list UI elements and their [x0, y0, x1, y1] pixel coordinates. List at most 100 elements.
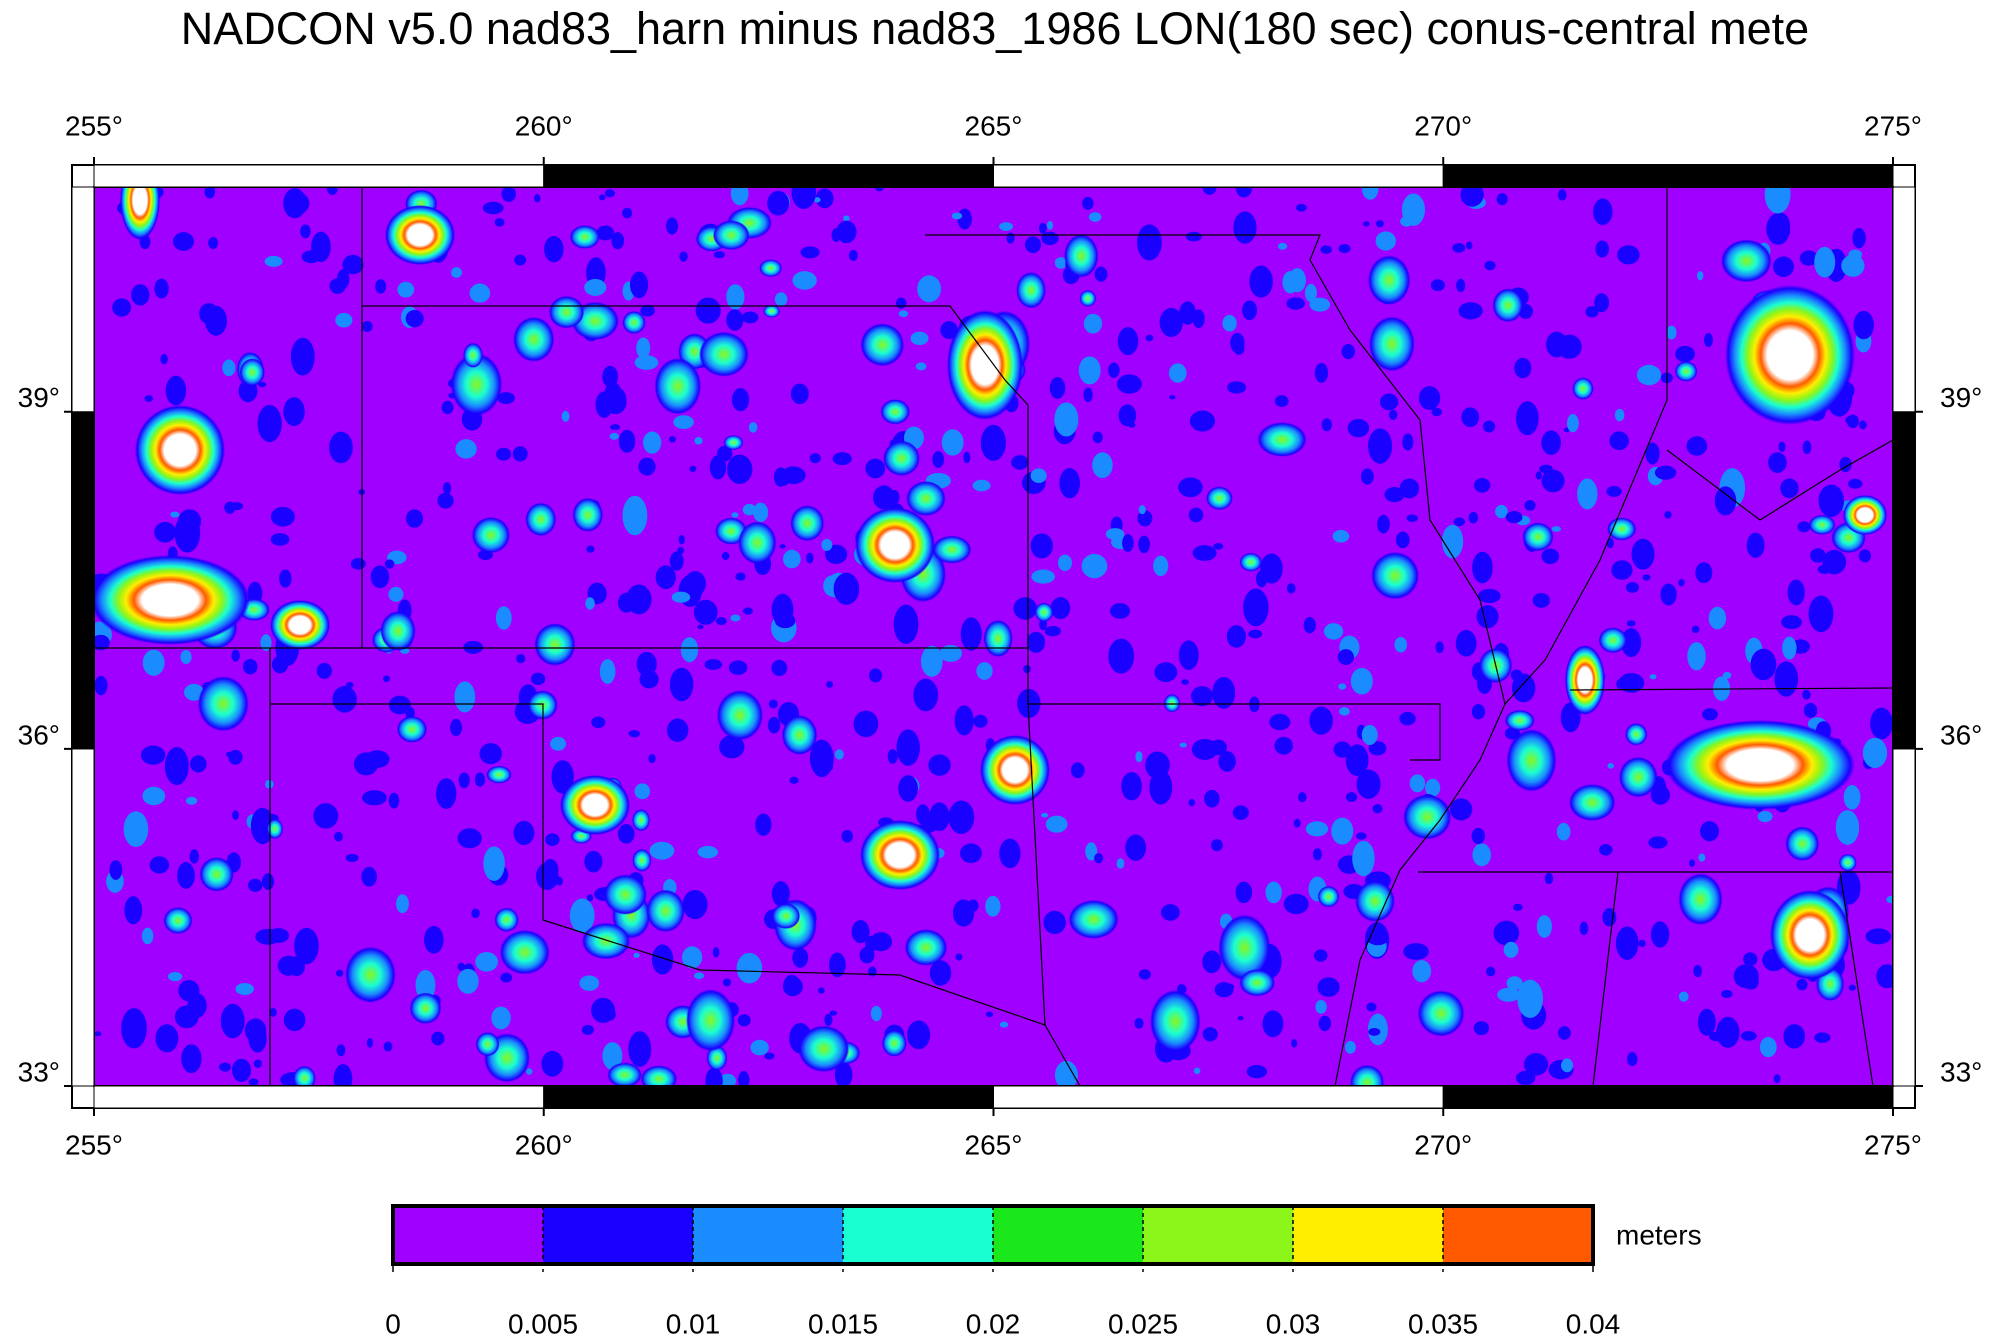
speckle	[1138, 505, 1146, 515]
speckle	[1716, 1016, 1740, 1048]
speckle	[1818, 484, 1845, 518]
speckle	[585, 597, 595, 610]
speckle	[1746, 532, 1765, 558]
speckle	[405, 309, 424, 328]
speckle	[160, 353, 168, 365]
speckle	[1108, 362, 1120, 378]
speckle	[1645, 442, 1660, 465]
speckle	[705, 1067, 723, 1086]
hotspot	[1572, 377, 1594, 400]
speckle	[513, 820, 535, 846]
speckle	[170, 511, 180, 518]
speckle	[1368, 741, 1387, 756]
speckle	[1678, 579, 1685, 587]
speckle	[1117, 327, 1139, 356]
speckle	[109, 860, 123, 880]
speckle	[1213, 543, 1224, 550]
speckle	[782, 549, 801, 569]
speckle	[181, 1044, 202, 1074]
speckle	[1338, 244, 1351, 254]
speckle	[1595, 240, 1610, 258]
frame-bar	[71, 186, 95, 413]
speckle	[1602, 908, 1617, 927]
speckle	[584, 278, 607, 296]
speckle	[431, 1031, 445, 1046]
speckle	[1511, 673, 1536, 703]
speckle	[678, 534, 685, 545]
speckle	[154, 521, 176, 543]
speckle	[495, 606, 512, 630]
speckle	[1188, 507, 1204, 523]
speckle	[1764, 187, 1791, 214]
state-border	[1569, 687, 1893, 691]
speckle	[767, 716, 781, 734]
speckle	[1083, 387, 1093, 403]
hotspot	[738, 521, 777, 565]
speckle	[388, 792, 400, 809]
speckle	[551, 760, 574, 794]
speckle	[1649, 674, 1657, 680]
speckle	[1202, 187, 1217, 195]
frame-bar	[993, 164, 1444, 188]
speckle	[396, 894, 409, 914]
speckle	[345, 853, 359, 863]
hotspot	[1665, 720, 1855, 810]
hotspot	[699, 331, 749, 377]
speckle	[968, 899, 979, 912]
speckle	[893, 604, 919, 644]
speckle	[1621, 628, 1642, 658]
frame-bar	[543, 1085, 994, 1109]
speckle	[436, 778, 457, 809]
speckle	[913, 678, 939, 712]
speckle	[491, 1006, 511, 1030]
speckle	[1626, 620, 1636, 627]
hotspot	[1785, 826, 1820, 861]
state-border	[1334, 187, 1668, 1086]
speckle	[94, 634, 110, 651]
colorbar-tick-label: 0.005	[508, 1308, 578, 1338]
speckle	[550, 736, 567, 751]
speckle	[1648, 836, 1668, 849]
speckle	[874, 187, 884, 192]
hotspot	[525, 502, 557, 537]
hotspot	[646, 889, 685, 933]
speckle	[771, 659, 788, 676]
colorbar-tick-label: 0.035	[1408, 1308, 1478, 1338]
speckle	[1702, 708, 1718, 721]
speckle	[1041, 812, 1049, 818]
speckle	[375, 279, 387, 294]
speckle	[1265, 881, 1282, 904]
speckle	[199, 303, 219, 325]
speckle	[1660, 583, 1677, 606]
speckle	[1607, 763, 1614, 769]
speckle	[1375, 220, 1384, 228]
speckle	[1471, 704, 1486, 720]
speckle	[164, 747, 189, 786]
speckle	[1338, 683, 1347, 690]
speckle	[316, 662, 332, 679]
speckle	[622, 207, 633, 219]
speckle	[463, 640, 484, 654]
speckle	[1249, 265, 1273, 298]
speckle	[948, 800, 975, 835]
hotspot	[569, 225, 600, 249]
speckle	[1642, 574, 1651, 581]
color-swatch	[1143, 1206, 1293, 1264]
speckle	[1406, 514, 1418, 522]
hotspot	[980, 735, 1050, 805]
speckle	[342, 254, 364, 275]
speckle	[738, 1070, 750, 1086]
speckle	[141, 927, 154, 945]
hotspot	[685, 989, 736, 1052]
speckle	[1842, 881, 1860, 904]
speckle	[1611, 560, 1633, 580]
speckle	[829, 1010, 838, 1016]
speckle	[1024, 236, 1042, 254]
hotspot	[486, 765, 512, 784]
speckle	[231, 649, 240, 662]
speckle	[1298, 792, 1307, 803]
speckle	[865, 935, 878, 952]
speckle	[1293, 818, 1301, 828]
speckle	[1315, 999, 1327, 1014]
color-swatch	[393, 1206, 543, 1264]
